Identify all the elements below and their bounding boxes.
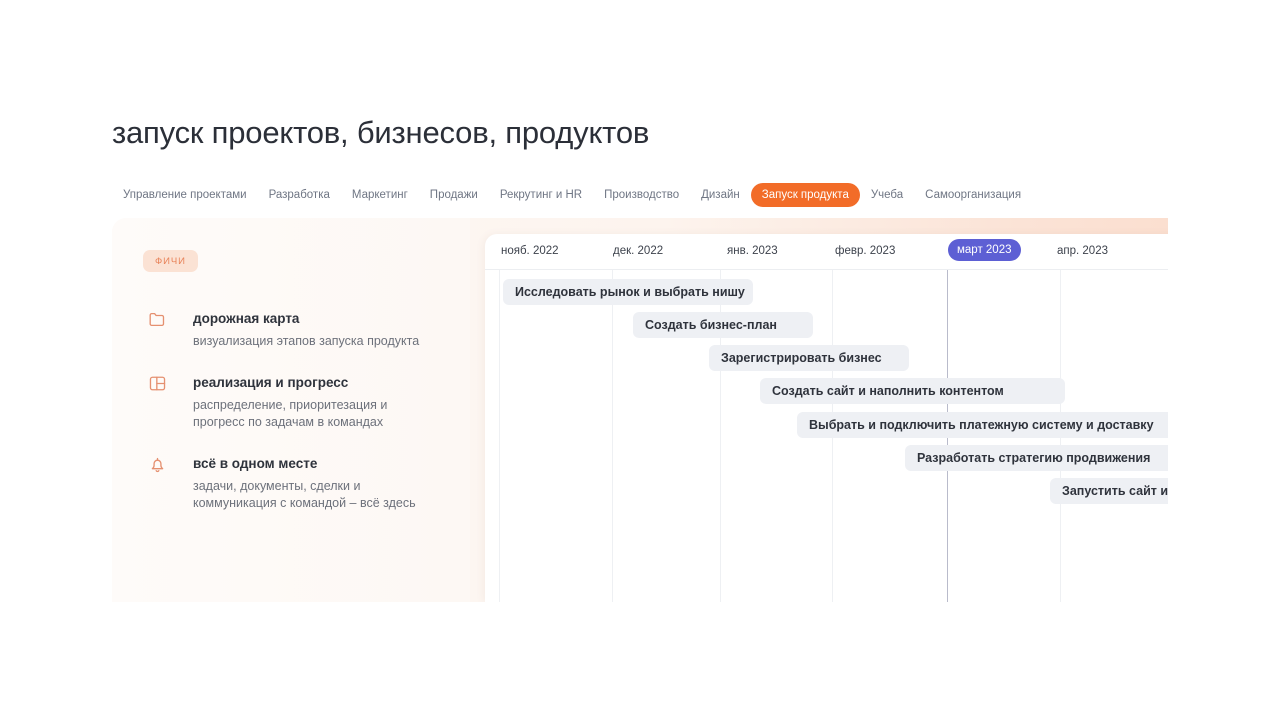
feature-list: дорожная карта визуализация этапов запус… <box>143 310 442 512</box>
gantt-column-divider <box>612 270 613 602</box>
feature-title: всё в одном месте <box>193 456 318 471</box>
gantt-month-header: нояб. 2022 дек. 2022 янв. 2023 февр. 202… <box>485 234 1168 270</box>
gantt-task-bar[interactable]: Исследовать рынок и выбрать нишу <box>503 279 753 305</box>
gantt-task-label: Создать сайт и наполнить контентом <box>772 384 1004 398</box>
gantt-task-bar[interactable]: Запустить сайт и <box>1050 478 1168 504</box>
gantt-month-feb-2023: февр. 2023 <box>835 245 896 257</box>
tab-zapusk-produkta[interactable]: Запуск продукта <box>750 183 860 207</box>
gantt-month-jan-2023: янв. 2023 <box>727 245 778 257</box>
gantt-task-label: Зарегистрировать бизнес <box>721 351 882 365</box>
gantt-task-bar[interactable]: Разработать стратегию продвижения <box>905 445 1168 471</box>
gantt-task-bar[interactable]: Зарегистрировать бизнес <box>709 345 909 371</box>
bell-icon <box>148 455 167 474</box>
feature-description: визуализация этапов запуска продукта <box>193 334 420 348</box>
feature-description: задачи, документы, сделки и коммуникация… <box>193 479 416 510</box>
gantt-task-bar[interactable]: Создать бизнес-план <box>633 312 813 338</box>
gantt-task-label: Исследовать рынок и выбрать нишу <box>515 285 745 299</box>
gantt-month-apr-2023: апр. 2023 <box>1057 245 1108 257</box>
gantt-task-bar[interactable]: Выбрать и подключить платежную систему и… <box>797 412 1168 438</box>
showcase-panel: фичи дорожная карта визуализация этапов … <box>112 218 1168 602</box>
gantt-column-divider <box>499 270 500 602</box>
tab-marketing[interactable]: Маркетинг <box>351 189 408 201</box>
gantt-month-mar-2023[interactable]: март 2023 <box>948 239 1021 261</box>
tab-razrabotka[interactable]: Разработка <box>268 189 330 201</box>
gantt-month-nov-2022: нояб. 2022 <box>501 245 559 257</box>
gantt-task-label: Разработать стратегию продвижения <box>917 451 1151 465</box>
features-badge: фичи <box>143 250 198 272</box>
category-tab-strip: Управление проектами Разработка Маркетин… <box>112 183 1032 207</box>
board-layout-icon <box>148 374 167 393</box>
feature-title: реализация и прогресс <box>193 375 349 390</box>
folder-icon <box>148 310 167 329</box>
gantt-chart-card: нояб. 2022 дек. 2022 янв. 2023 февр. 202… <box>485 234 1168 602</box>
feature-title: дорожная карта <box>193 311 300 326</box>
feature-item-roadmap: дорожная карта визуализация этапов запус… <box>143 310 442 350</box>
gantt-column-divider <box>720 270 721 602</box>
gantt-task-label: Создать бизнес-план <box>645 318 777 332</box>
tab-rekruting-i-hr[interactable]: Рекрутинг и HR <box>499 189 583 201</box>
feature-description: распределение, приоритезация и прогресс … <box>193 398 388 429</box>
tab-prodazhi[interactable]: Продажи <box>429 189 478 201</box>
tab-dizain[interactable]: Дизайн <box>701 189 740 201</box>
feature-column: фичи дорожная карта визуализация этапов … <box>112 218 470 602</box>
tab-proizvodstvo[interactable]: Производство <box>604 189 680 201</box>
gantt-task-label: Запустить сайт и <box>1062 484 1168 498</box>
gantt-timeline-body: Исследовать рынок и выбрать нишу Создать… <box>485 270 1168 602</box>
tab-ucheba[interactable]: Учеба <box>870 189 904 201</box>
tab-upravlenie-proektami[interactable]: Управление проектами <box>123 189 247 201</box>
gantt-month-dec-2022: дек. 2022 <box>613 245 664 257</box>
feature-item-progress: реализация и прогресс распределение, при… <box>143 374 442 431</box>
gantt-task-bar[interactable]: Создать сайт и наполнить контентом <box>760 378 1065 404</box>
gantt-task-label: Выбрать и подключить платежную систему и… <box>809 418 1154 432</box>
page-title: запуск проектов, бизнесов, продуктов <box>112 115 650 150</box>
tab-samoorganizatsiya[interactable]: Самоорганизация <box>925 189 1022 201</box>
feature-item-all-in-one: всё в одном месте задачи, документы, сде… <box>143 455 442 512</box>
